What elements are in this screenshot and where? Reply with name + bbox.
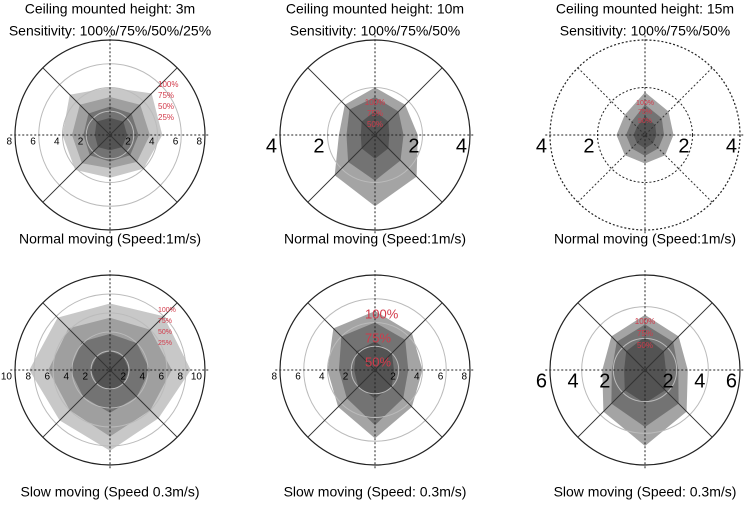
ring-label: 6 xyxy=(726,370,737,392)
ring-label: 2 xyxy=(678,135,689,157)
ring-label: 4 xyxy=(536,135,547,157)
ring-label: 6 xyxy=(158,372,164,383)
radar-panel: 8 6 4 2 2 4 6 8 100% 75% 50% Slow moving (Speed: 0.… xyxy=(271,270,475,500)
sensitivity-label: 50% xyxy=(158,102,174,111)
diagonal xyxy=(307,302,443,438)
ring-label: 2 xyxy=(663,370,674,392)
sensitivity-label: 100% xyxy=(158,80,178,89)
ring-label: 2 xyxy=(583,135,594,157)
ring-label: 4 xyxy=(568,370,579,392)
ring-label: 6 xyxy=(438,372,444,383)
ring-label: 6 xyxy=(30,137,36,148)
panel-caption: Slow moving (Speed: 0.3m/s) xyxy=(554,484,737,500)
diagonal xyxy=(307,67,443,203)
ring-label: 4 xyxy=(139,372,145,383)
ring-label: 2 xyxy=(82,372,88,383)
ring-label: 4 xyxy=(726,135,737,157)
sensitivity-label: 50% xyxy=(367,120,383,129)
ring-label: 6 xyxy=(295,372,301,383)
diagonal xyxy=(42,67,178,203)
sensitivity-label: 75% xyxy=(637,329,653,338)
ring-label: 10 xyxy=(191,372,203,383)
panel-caption: Normal moving (Speed:1m/s) xyxy=(554,231,736,247)
ring-label: 6 xyxy=(173,137,179,148)
sensitivity-label: 100% xyxy=(365,98,385,107)
panel-caption: Normal moving (Speed:1m/s) xyxy=(19,231,201,247)
sensitivity-label: 50% xyxy=(158,329,172,336)
panel-caption: Slow moving (Speed 0.3m/s) xyxy=(21,484,200,500)
sensitivity-label: 100% xyxy=(158,307,176,314)
panel-caption: Slow moving (Speed: 0.3m/s) xyxy=(284,484,467,500)
ring-label: 8 xyxy=(6,137,12,148)
radar-panel: Ceiling mounted height: 15m Sensitivity: … xyxy=(536,1,745,247)
range-ring xyxy=(33,293,187,447)
panel-title: Ceiling mounted height: 10m xyxy=(286,1,464,17)
ring-label: 4 xyxy=(319,372,325,383)
ring-label: 2 xyxy=(343,372,349,383)
panel-sensitivity: Sensitivity: 100%/75%/50%/25% xyxy=(9,23,211,39)
diagonal xyxy=(577,302,713,438)
sensitivity-label: 75% xyxy=(367,109,383,118)
sensitivity-label: 100% xyxy=(635,317,655,326)
sensitivity-label: 75% xyxy=(365,330,391,345)
panel-caption: Normal moving (Speed:1m/s) xyxy=(284,231,466,247)
sensitivity-label: 75% xyxy=(158,318,172,325)
ring-label: 6 xyxy=(44,372,50,383)
radar-panel: Ceiling mounted height: 10m Sensitivity: … xyxy=(266,1,475,247)
panel-title: Ceiling mounted height: 3m xyxy=(25,1,195,17)
panel-sensitivity: Sensitivity: 100%/75%/50% xyxy=(560,23,730,39)
ring-label: 2 xyxy=(313,135,324,157)
detection-zone xyxy=(354,341,394,399)
diagonal xyxy=(42,302,178,438)
sensitivity-label: 50% xyxy=(365,354,391,369)
ring-label: 4 xyxy=(456,135,467,157)
sensitivity-label: 25% xyxy=(158,113,174,122)
radar-panel: 10 8 6 4 2 2 4 6 8 10 100% 75% 50% 25% Slow moving (Sp… xyxy=(1,270,210,500)
ring-label: 2 xyxy=(125,137,131,148)
ring-label: 2 xyxy=(599,370,610,392)
sensitivity-label: 75% xyxy=(158,91,174,100)
radar-panel: Ceiling mounted height: 3m Sensitivity: 1… xyxy=(6,1,211,247)
ring-label: 4 xyxy=(266,135,277,157)
ring-label: 8 xyxy=(271,372,277,383)
ring-label: 4 xyxy=(149,137,155,148)
ring-label: 10 xyxy=(1,372,13,383)
sensitivity-label: 50% xyxy=(637,341,653,350)
ring-label: 8 xyxy=(461,372,467,383)
panel-title: Ceiling mounted height: 15m xyxy=(556,1,734,17)
ring-label: 8 xyxy=(177,372,183,383)
ring-label: 2 xyxy=(78,137,84,148)
ring-label: 4 xyxy=(54,137,60,148)
ring-label: 8 xyxy=(196,137,202,148)
ring-label: 4 xyxy=(414,372,420,383)
sensitivity-label: 100% xyxy=(365,306,399,321)
sensitivity-label: 100% xyxy=(636,100,654,107)
ring-label: 8 xyxy=(25,372,31,383)
panel-sensitivity: Sensitivity: 100%/75%/50% xyxy=(290,23,460,39)
ring-label: 4 xyxy=(63,372,69,383)
ring-label: 2 xyxy=(120,372,126,383)
sensitivity-label: 75% xyxy=(638,109,652,116)
ring-label: 6 xyxy=(536,370,547,392)
ring-label: 4 xyxy=(694,370,705,392)
sensitivity-label: 25% xyxy=(158,340,172,347)
sensitivity-label: 50% xyxy=(638,118,652,125)
ring-label: 2 xyxy=(408,135,419,157)
ring-label: 2 xyxy=(390,372,396,383)
